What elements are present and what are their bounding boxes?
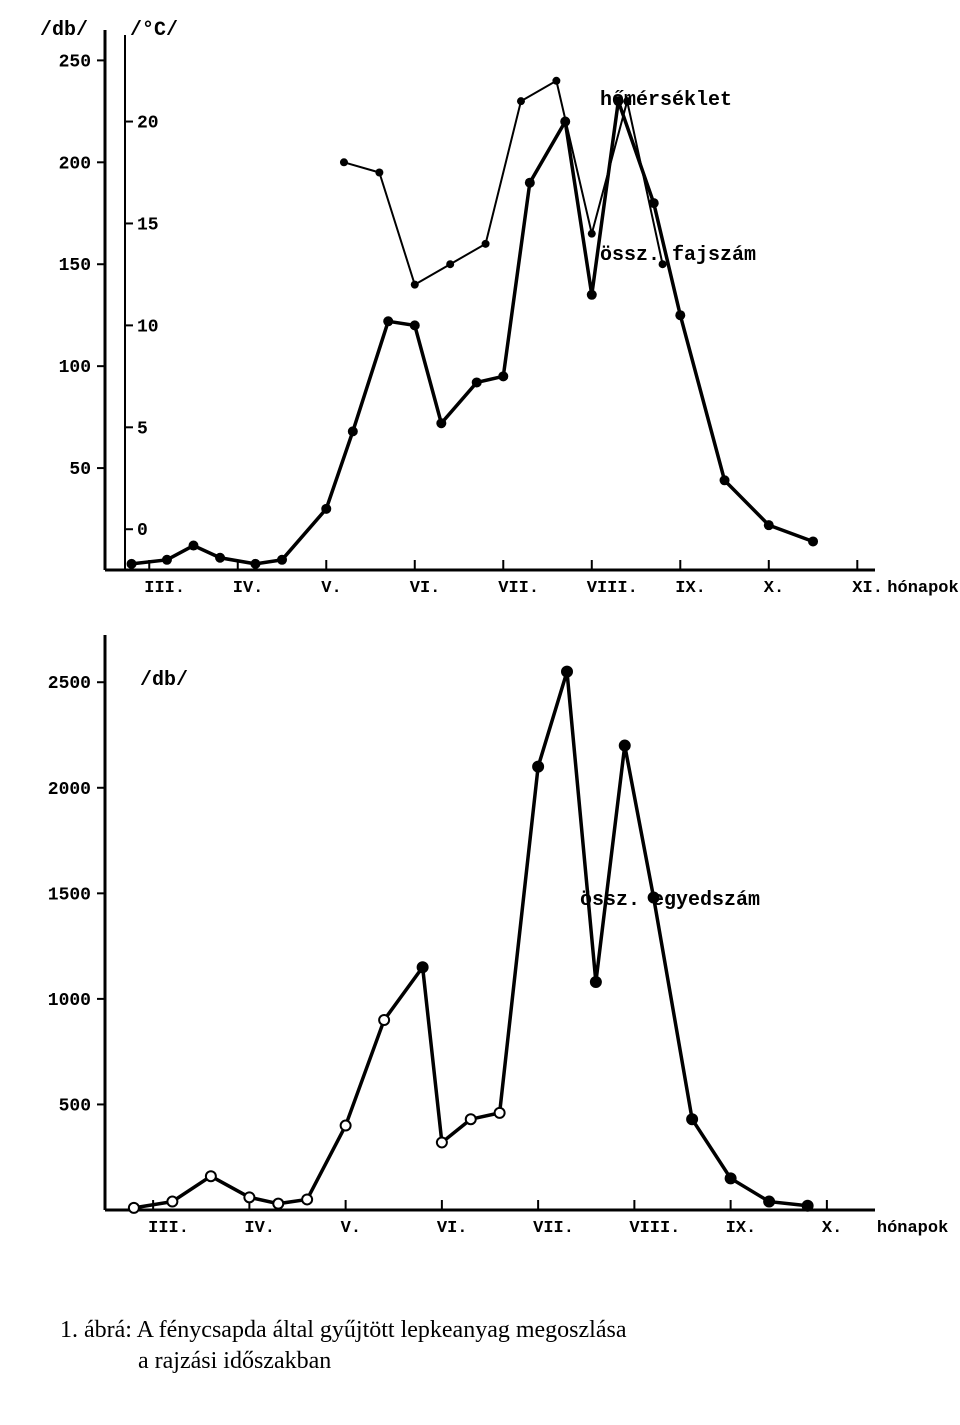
svg-text:hőmérséklet: hőmérséklet [600,89,732,112]
svg-text:XI.: XI. [852,579,883,598]
svg-text:VII.: VII. [533,1219,574,1238]
svg-text:hónapok: hónapok [887,579,958,598]
svg-text:20: 20 [137,114,159,134]
svg-text:200: 200 [59,154,91,174]
svg-text:0: 0 [137,521,148,541]
svg-text:500: 500 [59,1096,91,1116]
svg-text:IV.: IV. [233,579,264,598]
svg-text:V.: V. [341,1219,361,1238]
svg-text:VI.: VI. [410,579,441,598]
svg-text:10: 10 [137,317,159,337]
svg-text:250: 250 [59,52,91,72]
svg-text:5: 5 [137,419,148,439]
svg-text:150: 150 [59,256,91,276]
svg-text:hónapok: hónapok [877,1219,948,1238]
svg-text:1500: 1500 [48,885,91,905]
svg-text:VI.: VI. [437,1219,468,1238]
svg-text:X.: X. [764,579,784,598]
svg-text:III.: III. [148,1219,189,1238]
caption-line2: a rajzási időszakban [138,1348,331,1374]
caption-line1: A fénycsapda által gyűjtött lepkeanyag m… [137,1317,627,1343]
svg-text:III.: III. [144,579,185,598]
svg-text:100: 100 [59,358,91,378]
svg-text:2000: 2000 [48,780,91,800]
svg-text:1000: 1000 [48,991,91,1011]
bottom-series [129,667,813,1213]
caption-prefix: 1. ábrá: [60,1317,132,1343]
svg-text:50: 50 [69,460,91,480]
svg-text:/db/: /db/ [40,19,88,42]
svg-text:össz. fajszám: össz. fajszám [600,244,756,267]
svg-text:össz. egyedszám: össz. egyedszám [580,889,760,912]
bottom-axes: 500 1000 1500 2000 2500 III. IV. V. VI. VII. VIII.… [48,635,949,1238]
top-axes: 50 100 150 200 250 0 5 10 15 20 III. IV. V. VI. VII. VI… [59,30,959,598]
top-series [127,77,818,569]
top-chart: 50 100 150 200 250 0 5 10 15 20 III. IV. V. VI. VII. VI… [0,0,960,620]
svg-text:VIII.: VIII. [587,579,638,598]
svg-text:VIII.: VIII. [629,1219,680,1238]
svg-text:IX.: IX. [675,579,706,598]
bottom-chart: 500 1000 1500 2000 2500 III. IV. V. VI. VII. VIII.… [0,620,960,1280]
svg-text:/db/: /db/ [140,669,188,692]
svg-text:VII.: VII. [498,579,539,598]
svg-text:15: 15 [137,215,159,235]
svg-text:IV.: IV. [244,1219,275,1238]
svg-text:/°C/: /°C/ [130,19,178,42]
svg-text:X.: X. [822,1219,842,1238]
bottom-labels: /db/össz. egyedszám [140,669,760,912]
svg-text:IX.: IX. [726,1219,757,1238]
svg-text:V.: V. [321,579,341,598]
figure-caption: 1. ábrá: A fénycsapda által gyűjtött lep… [60,1315,900,1377]
svg-text:2500: 2500 [48,674,91,694]
